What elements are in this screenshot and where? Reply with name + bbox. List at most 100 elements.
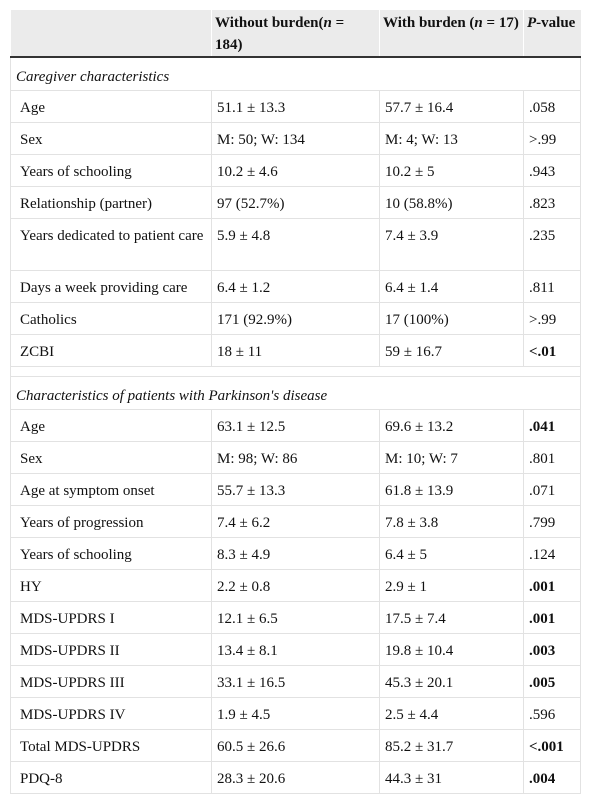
row-label: Days a week providing care bbox=[10, 270, 212, 303]
without-burden-value: 13.4 ± 8.1 bbox=[211, 633, 380, 666]
without-burden-value: 63.1 ± 12.5 bbox=[211, 409, 380, 442]
section-row-patients: Characteristics of patients with Parkins… bbox=[10, 376, 581, 410]
p-value: .041 bbox=[523, 409, 581, 442]
row-label: Age bbox=[10, 409, 212, 442]
header-empty-cell bbox=[10, 10, 212, 58]
row-label: Years of progression bbox=[10, 505, 212, 538]
table-row: MDS-UPDRS III 33.1 ± 16.5 45.3 ± 20.1.005 bbox=[10, 665, 581, 698]
without-burden-value: 8.3 ± 4.9 bbox=[211, 537, 380, 570]
with-burden-value: 69.6 ± 13.2 bbox=[379, 409, 524, 442]
table-row: Years of schooling 10.2 ± 4.6 10.2 ± 5.943 bbox=[10, 154, 581, 187]
header-row: Without burden(n = 184) With burden (n =… bbox=[10, 10, 581, 58]
p-value: .058 bbox=[523, 90, 581, 123]
row-label: ZCBI bbox=[10, 334, 212, 367]
table-row: ZCBI 18 ± 11 59 ± 16.7 <.01 bbox=[10, 334, 581, 367]
p-value: .823 bbox=[523, 186, 581, 219]
header-with-n-symbol: n bbox=[474, 15, 483, 31]
table-row: Catholics 171 (92.9%) 17 (100%) >.99 bbox=[10, 302, 581, 335]
p-value: >.99 bbox=[523, 122, 581, 155]
row-label: HY bbox=[10, 569, 212, 602]
without-burden-value: 1.9 ± 4.5 bbox=[211, 697, 380, 730]
table-row: Years of schooling 8.3 ± 4.9 6.4 ± 5.124 bbox=[10, 537, 581, 570]
with-burden-value: 85.2 ± 31.7 bbox=[379, 729, 524, 762]
header-p-rest: -value bbox=[536, 15, 576, 31]
row-label: Years of schooling bbox=[10, 154, 212, 187]
p-value: .943 bbox=[523, 154, 581, 187]
with-burden-value: 45.3 ± 20.1 bbox=[379, 665, 524, 698]
table-row: PDQ-8 28.3 ± 20.6 44.3 ± 31.004 bbox=[10, 761, 581, 794]
table-row: Age 51.1 ± 13.3 57.7 ± 16.4.058 bbox=[10, 90, 581, 123]
table-row: HY 2.2 ± 0.8 2.9 ± 1.001 bbox=[10, 569, 581, 602]
row-label: Age at symptom onset bbox=[10, 473, 212, 506]
with-burden-value: 19.8 ± 10.4 bbox=[379, 633, 524, 666]
without-burden-value: M: 98; W: 86 bbox=[211, 441, 380, 474]
with-burden-value: 2.9 ± 1 bbox=[379, 569, 524, 602]
without-burden-value: 51.1 ± 13.3 bbox=[211, 90, 380, 123]
section-spacer bbox=[10, 366, 581, 377]
p-value: .801 bbox=[523, 441, 581, 474]
with-burden-value: 7.4 ± 3.9 bbox=[379, 218, 524, 271]
without-burden-value: 5.9 ± 4.8 bbox=[211, 218, 380, 271]
without-burden-value: 55.7 ± 13.3 bbox=[211, 473, 380, 506]
without-burden-value: 10.2 ± 4.6 bbox=[211, 154, 380, 187]
p-value: <.01 bbox=[523, 334, 581, 367]
section-row-caregiver: Caregiver characteristics bbox=[10, 56, 581, 91]
with-burden-value: 59 ± 16.7 bbox=[379, 334, 524, 367]
without-burden-value: 18 ± 11 bbox=[211, 334, 380, 367]
row-label: MDS-UPDRS I bbox=[10, 601, 212, 634]
spacer-cell bbox=[10, 366, 581, 377]
with-burden-value: 2.5 ± 4.4 bbox=[379, 697, 524, 730]
header-p-value: P-value bbox=[523, 10, 581, 58]
with-burden-value: 61.8 ± 13.9 bbox=[379, 473, 524, 506]
without-burden-value: 7.4 ± 6.2 bbox=[211, 505, 380, 538]
header-without-label: Without burden( bbox=[215, 15, 324, 31]
p-value: .811 bbox=[523, 270, 581, 303]
header-without-n-value: = 184) bbox=[215, 15, 345, 53]
data-table: Without burden(n = 184) With burden (n =… bbox=[10, 10, 581, 794]
table-row: Sex M: 50; W: 134 M: 4; W: 13 >.99 bbox=[10, 122, 581, 155]
row-label: MDS-UPDRS II bbox=[10, 633, 212, 666]
with-burden-value: 7.8 ± 3.8 bbox=[379, 505, 524, 538]
with-burden-value: 57.7 ± 16.4 bbox=[379, 90, 524, 123]
section-title: Characteristics of patients with Parkins… bbox=[10, 376, 581, 410]
table-row: Age 63.1 ± 12.5 69.6 ± 13.2.041 bbox=[10, 409, 581, 442]
table-row: MDS-UPDRS II 13.4 ± 8.1 19.8 ± 10.4.003 bbox=[10, 633, 581, 666]
with-burden-value: M: 10; W: 7 bbox=[379, 441, 524, 474]
table-row: Sex M: 98; W: 86 M: 10; W: 7.801 bbox=[10, 441, 581, 474]
row-label: MDS-UPDRS III bbox=[10, 665, 212, 698]
p-value: .596 bbox=[523, 697, 581, 730]
row-label: Years of schooling bbox=[10, 537, 212, 570]
table-row: Relationship (partner) 97 (52.7%) 10 (58.8… bbox=[10, 186, 581, 219]
p-value: >.99 bbox=[523, 302, 581, 335]
p-value: .235 bbox=[523, 218, 581, 271]
header-p-symbol: P bbox=[527, 15, 537, 31]
with-burden-value: 17 (100%) bbox=[379, 302, 524, 335]
row-label: Sex bbox=[10, 122, 212, 155]
p-value: .003 bbox=[523, 633, 581, 666]
with-burden-value: 10.2 ± 5 bbox=[379, 154, 524, 187]
without-burden-value: 97 (52.7%) bbox=[211, 186, 380, 219]
with-burden-value: M: 4; W: 13 bbox=[379, 122, 524, 155]
table-row: Days a week providing care 6.4 ± 1.2 6.4 ±… bbox=[10, 270, 581, 303]
with-burden-value: 10 (58.8%) bbox=[379, 186, 524, 219]
p-value: .001 bbox=[523, 569, 581, 602]
header-with-label: With burden ( bbox=[383, 15, 475, 31]
row-label: Catholics bbox=[10, 302, 212, 335]
without-burden-value: 171 (92.9%) bbox=[211, 302, 380, 335]
row-label: Years dedicated to patient care bbox=[10, 218, 212, 271]
row-label: Sex bbox=[10, 441, 212, 474]
without-burden-value: 12.1 ± 6.5 bbox=[211, 601, 380, 634]
table-row: Age at symptom onset 55.7 ± 13.3 61.8 ± 13… bbox=[10, 473, 581, 506]
with-burden-value: 6.4 ± 5 bbox=[379, 537, 524, 570]
p-value: <.001 bbox=[523, 729, 581, 762]
p-value: .071 bbox=[523, 473, 581, 506]
without-burden-value: 28.3 ± 20.6 bbox=[211, 761, 380, 794]
without-burden-value: 33.1 ± 16.5 bbox=[211, 665, 380, 698]
with-burden-value: 17.5 ± 7.4 bbox=[379, 601, 524, 634]
without-burden-value: M: 50; W: 134 bbox=[211, 122, 380, 155]
table-row: Total MDS-UPDRS 60.5 ± 26.6 85.2 ± 31.7 <.0… bbox=[10, 729, 581, 762]
header-without-burden: Without burden(n = 184) bbox=[211, 10, 380, 58]
table-row: Years dedicated to patient care 5.9 ± 4.8… bbox=[10, 218, 581, 271]
table-row: Years of progression 7.4 ± 6.2 7.8 ± 3.8.7… bbox=[10, 505, 581, 538]
row-label: PDQ-8 bbox=[10, 761, 212, 794]
